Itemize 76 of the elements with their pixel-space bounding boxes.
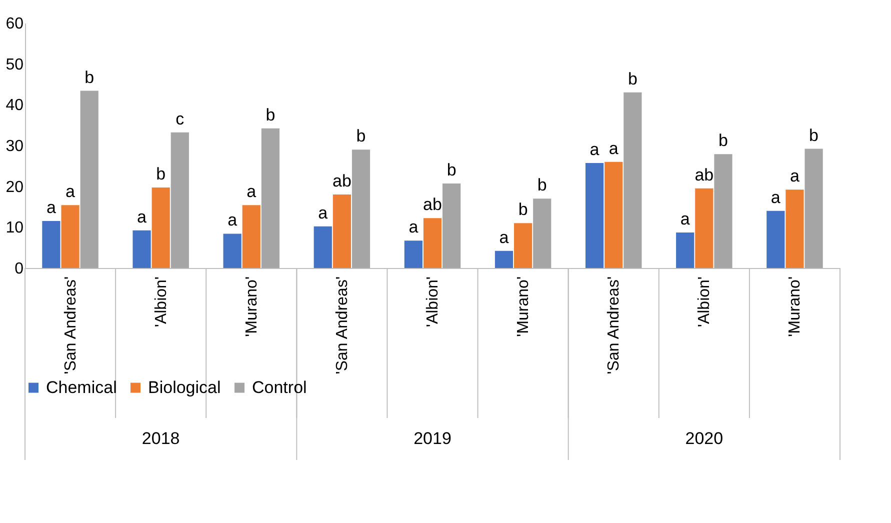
data-label: b [518, 200, 528, 220]
data-label: b [266, 105, 276, 124]
bar [766, 210, 785, 268]
x-tick-label: 'Murano' [243, 276, 260, 337]
data-label: a [680, 209, 690, 228]
data-label: c [176, 109, 185, 128]
data-label: ab [332, 172, 352, 190]
bar [514, 223, 532, 268]
data-label: b [356, 126, 366, 146]
bar [714, 154, 732, 268]
bar [423, 218, 442, 268]
x-tick-label: 'Murano' [786, 276, 804, 337]
text: 2019 [414, 429, 452, 448]
y-tick-label: 10 [6, 220, 24, 237]
bar [223, 234, 242, 268]
bar [80, 90, 98, 268]
y-tick-label: 0 [14, 260, 24, 278]
x-tick-label: 'San Andreas' [606, 276, 623, 374]
bar [404, 240, 422, 268]
text: 2020 [685, 429, 724, 448]
x-tick-label: 'San Andreas' [334, 276, 351, 374]
bar [314, 226, 332, 268]
y-tick-label: 40 [6, 97, 24, 114]
data-label: a [590, 140, 600, 160]
bar [533, 198, 552, 268]
data-label: a [408, 218, 419, 237]
text: 2018 [142, 429, 180, 448]
data-label: a [137, 207, 148, 226]
y-tick-label: 30 [6, 138, 24, 155]
data-label: a [499, 228, 510, 247]
bar [695, 188, 714, 268]
bar [242, 205, 260, 268]
bar [786, 190, 804, 268]
bar [624, 92, 642, 268]
data-label: b [628, 69, 638, 88]
y-tick-label: 60 [6, 16, 24, 32]
legend-label: Chemical [46, 378, 117, 397]
data-label: b [718, 131, 728, 150]
data-label: ab [694, 165, 714, 184]
data-label: a [318, 203, 328, 222]
y-tick-label: 20 [6, 178, 24, 196]
data-label: a [66, 182, 76, 202]
legend-label: Control [252, 378, 307, 397]
data-label: b [537, 176, 547, 195]
bar [352, 150, 370, 268]
bar [152, 188, 170, 268]
data-label: b [446, 160, 456, 180]
bar [442, 183, 461, 268]
data-label: ab [423, 195, 442, 214]
bar [604, 162, 623, 268]
data-label: a [790, 166, 800, 186]
x-tick-label: 'Albion' [424, 276, 442, 328]
data-label: a [608, 138, 619, 158]
legend-label: Biological [148, 378, 221, 397]
x-tick-label: 'Albion' [696, 276, 714, 328]
bar [332, 194, 351, 268]
bar [676, 232, 694, 268]
data-label: a [770, 188, 781, 207]
bar [261, 128, 280, 268]
data-label: a [246, 182, 257, 202]
y-tick-label: 50 [6, 56, 24, 74]
data-label: b [156, 164, 166, 184]
bar [132, 230, 151, 268]
bar [585, 163, 604, 268]
bar [804, 148, 823, 268]
x-tick-label: 'Murano' [515, 276, 532, 337]
data-label: b [809, 126, 819, 145]
bar [494, 250, 514, 268]
bar [61, 205, 80, 268]
data-label: b [84, 68, 94, 87]
bar [42, 221, 60, 268]
bar [170, 132, 189, 268]
x-tick-label: 'San Andreas' [62, 276, 80, 374]
x-tick-label: 'Albion' [152, 276, 170, 328]
data-label: a [228, 210, 238, 230]
data-label: a [46, 198, 56, 218]
